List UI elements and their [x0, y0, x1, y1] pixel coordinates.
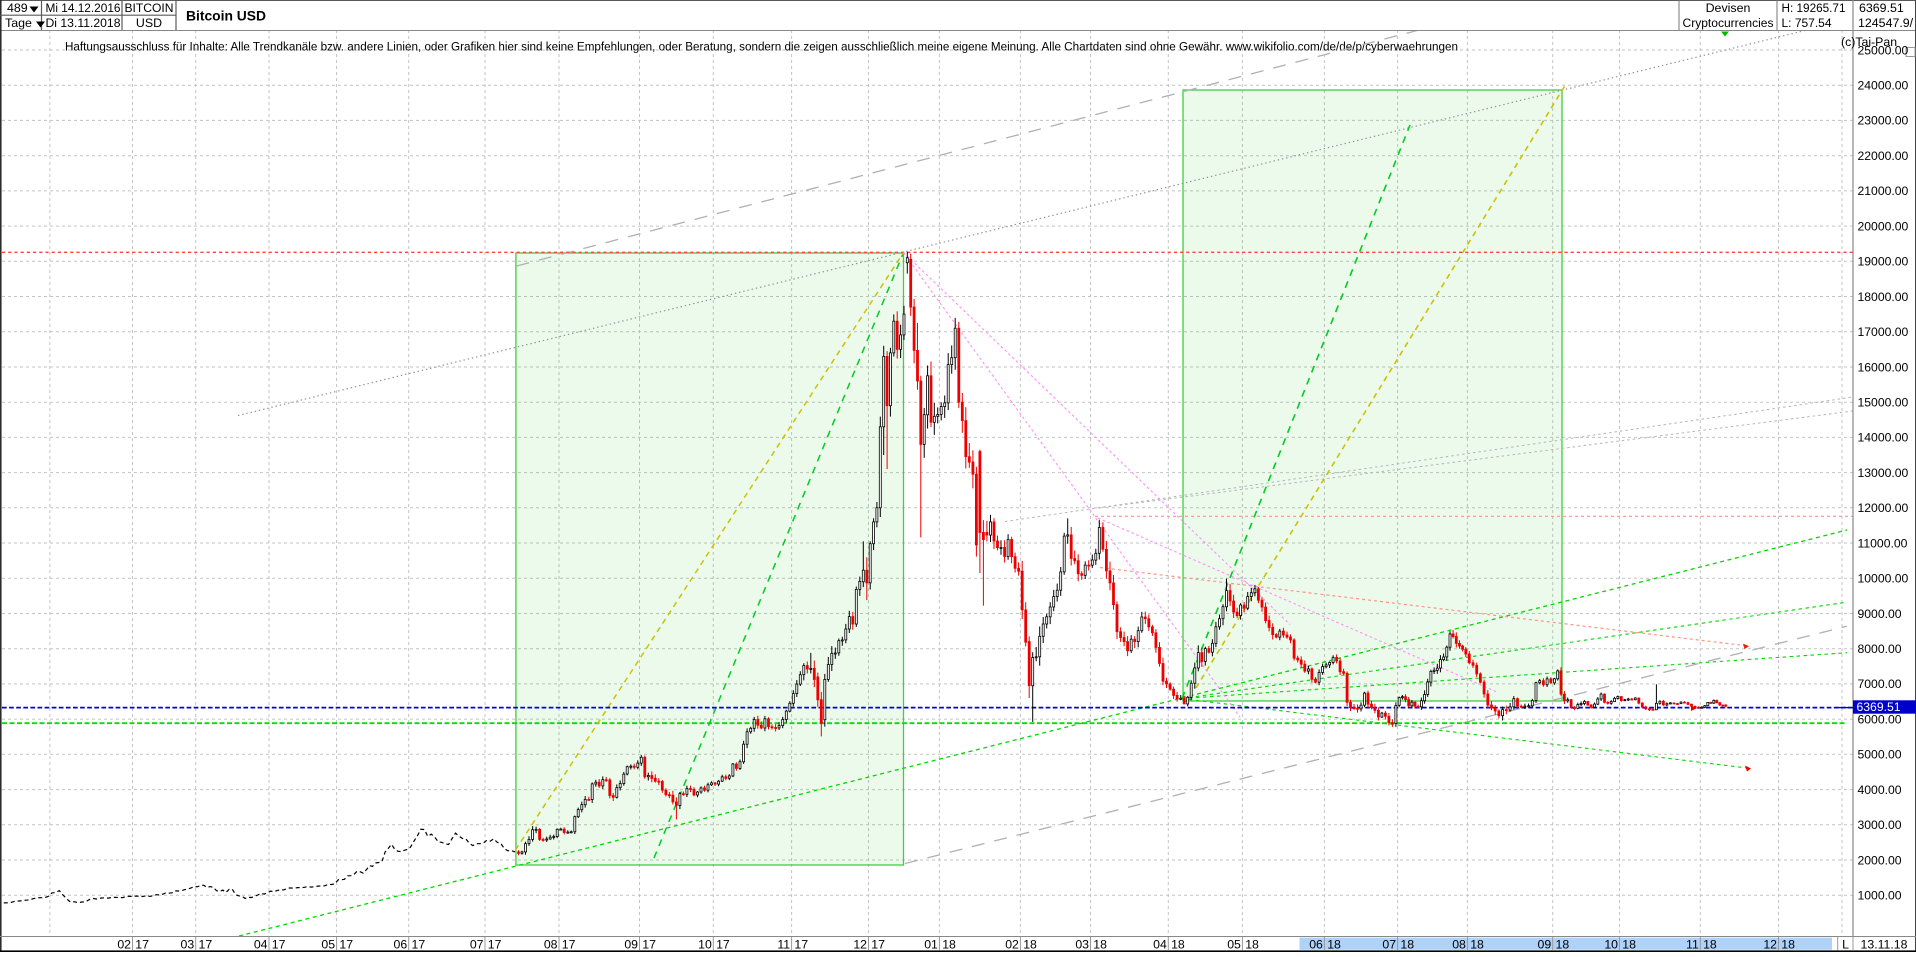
svg-text:15000.00: 15000.00 — [1858, 396, 1909, 410]
svg-text:18: 18 — [1400, 938, 1414, 952]
svg-text:9000.00: 9000.00 — [1858, 607, 1902, 621]
svg-text:Mi 14.12.2016: Mi 14.12.2016 — [46, 1, 121, 15]
svg-text:18: 18 — [1245, 938, 1259, 952]
svg-text:17: 17 — [562, 938, 576, 952]
svg-text:17: 17 — [199, 938, 213, 952]
svg-text:(c)Tai-Pan: (c)Tai-Pan — [1841, 35, 1897, 49]
svg-text:17: 17 — [871, 938, 885, 952]
svg-text:03: 03 — [1075, 938, 1089, 952]
svg-text:13000.00: 13000.00 — [1858, 466, 1909, 480]
svg-text:10000.00: 10000.00 — [1858, 572, 1909, 586]
svg-text:07: 07 — [470, 938, 484, 952]
svg-text:Bitcoin USD: Bitcoin USD — [186, 9, 266, 25]
svg-text:7000.00: 7000.00 — [1858, 677, 1902, 691]
svg-text:02: 02 — [117, 938, 131, 952]
svg-text:11000.00: 11000.00 — [1858, 536, 1908, 550]
svg-text:24000.00: 24000.00 — [1858, 79, 1909, 93]
svg-text:05: 05 — [321, 938, 335, 952]
svg-text:H: 19265.71: H: 19265.71 — [1782, 1, 1846, 15]
svg-text:25000.00: 25000.00 — [1858, 43, 1909, 57]
svg-text:04: 04 — [254, 938, 268, 952]
svg-text:21000.00: 21000.00 — [1858, 184, 1909, 198]
svg-text:18000.00: 18000.00 — [1858, 290, 1909, 304]
svg-text:10: 10 — [698, 938, 712, 952]
svg-text:23000.00: 23000.00 — [1858, 114, 1909, 128]
svg-text:11: 11 — [1686, 938, 1699, 952]
svg-text:19000.00: 19000.00 — [1858, 255, 1909, 269]
svg-text:09: 09 — [1538, 938, 1552, 952]
svg-text:18: 18 — [1703, 938, 1717, 952]
svg-text:18: 18 — [1622, 938, 1636, 952]
svg-text:13.11.18: 13.11.18 — [1861, 938, 1908, 952]
svg-text:2000.00: 2000.00 — [1858, 853, 1902, 867]
svg-text:6369.51: 6369.51 — [1857, 700, 1901, 714]
svg-text:BITCOIN: BITCOIN — [125, 1, 174, 15]
svg-text:07: 07 — [1382, 938, 1396, 952]
svg-text:20000.00: 20000.00 — [1858, 219, 1909, 233]
svg-text:18: 18 — [942, 938, 956, 952]
svg-text:17: 17 — [488, 938, 502, 952]
svg-text:11: 11 — [777, 938, 790, 952]
svg-text:10: 10 — [1604, 938, 1618, 952]
svg-text:18: 18 — [1781, 938, 1795, 952]
svg-text:03: 03 — [181, 938, 195, 952]
svg-text:06: 06 — [1309, 938, 1323, 952]
svg-text:4000.00: 4000.00 — [1858, 783, 1902, 797]
svg-text:04: 04 — [1153, 938, 1167, 952]
svg-text:18: 18 — [1093, 938, 1107, 952]
svg-text:08: 08 — [544, 938, 558, 952]
svg-text:L: 757.54: L: 757.54 — [1782, 16, 1832, 30]
svg-text:Tage: Tage — [5, 16, 32, 30]
svg-text:17: 17 — [412, 938, 426, 952]
svg-text:3000.00: 3000.00 — [1858, 818, 1902, 832]
svg-text:08: 08 — [1452, 938, 1466, 952]
svg-text:12: 12 — [1763, 938, 1777, 952]
svg-text:18: 18 — [1023, 938, 1037, 952]
svg-text:Di 13.11.2018: Di 13.11.2018 — [46, 16, 121, 30]
svg-text:489: 489 — [7, 1, 28, 15]
svg-text:124547.9/: 124547.9/ — [1858, 16, 1914, 30]
svg-text:18: 18 — [1470, 938, 1484, 952]
svg-text:USD: USD — [136, 16, 162, 30]
svg-text:22000.00: 22000.00 — [1858, 149, 1909, 163]
svg-text:1000.00: 1000.00 — [1858, 889, 1902, 903]
svg-text:01: 01 — [924, 938, 938, 952]
svg-text:09: 09 — [624, 938, 638, 952]
svg-text:18: 18 — [1556, 938, 1570, 952]
svg-text:17: 17 — [339, 938, 353, 952]
svg-text:14000.00: 14000.00 — [1858, 431, 1909, 445]
svg-text:17: 17 — [272, 938, 286, 952]
svg-text:8000.00: 8000.00 — [1858, 642, 1902, 656]
svg-text:Haftungsausschluss für Inhalte: Haftungsausschluss für Inhalte: Alle Tre… — [65, 40, 1458, 54]
svg-text:Devisen: Devisen — [1706, 1, 1751, 15]
svg-text:17: 17 — [716, 938, 730, 952]
svg-text:L: L — [1842, 938, 1849, 952]
svg-text:17000.00: 17000.00 — [1858, 325, 1909, 339]
svg-text:6000.00: 6000.00 — [1858, 712, 1902, 726]
svg-text:Cryptocurrencies: Cryptocurrencies — [1683, 16, 1774, 30]
svg-text:17: 17 — [794, 938, 808, 952]
svg-text:5000.00: 5000.00 — [1858, 748, 1902, 762]
svg-text:12: 12 — [853, 938, 867, 952]
svg-text:02: 02 — [1005, 938, 1019, 952]
svg-text:18: 18 — [1171, 938, 1185, 952]
svg-text:17: 17 — [642, 938, 656, 952]
svg-text:12000.00: 12000.00 — [1858, 501, 1909, 515]
svg-text:06: 06 — [394, 938, 408, 952]
svg-text:05: 05 — [1227, 938, 1241, 952]
svg-text:18: 18 — [1327, 938, 1341, 952]
svg-text:6369.51: 6369.51 — [1859, 1, 1904, 15]
svg-text:16000.00: 16000.00 — [1858, 360, 1909, 374]
svg-text:17: 17 — [135, 938, 149, 952]
